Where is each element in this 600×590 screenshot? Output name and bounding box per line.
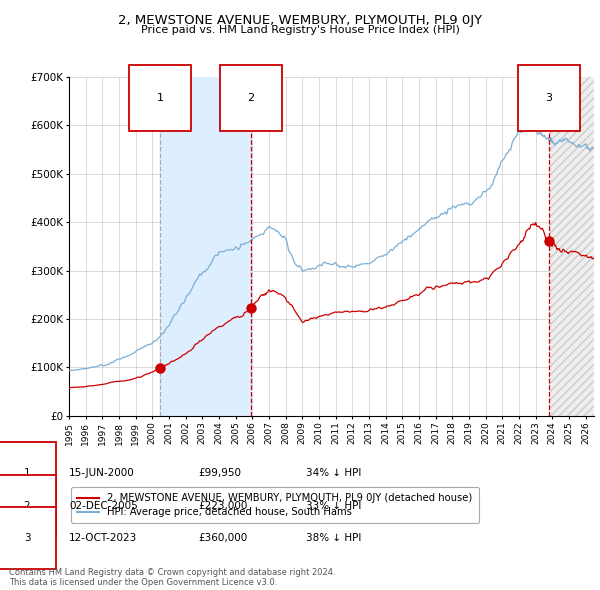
Text: 02-DEC-2005: 02-DEC-2005 bbox=[69, 501, 138, 510]
Legend: 2, MEWSTONE AVENUE, WEMBURY, PLYMOUTH, PL9 0JY (detached house), HPI: Average pr: 2, MEWSTONE AVENUE, WEMBURY, PLYMOUTH, P… bbox=[71, 487, 479, 523]
Text: 38% ↓ HPI: 38% ↓ HPI bbox=[306, 533, 361, 543]
Text: 3: 3 bbox=[23, 533, 31, 543]
Text: Contains HM Land Registry data © Crown copyright and database right 2024.
This d: Contains HM Land Registry data © Crown c… bbox=[9, 568, 335, 587]
Text: 33% ↓ HPI: 33% ↓ HPI bbox=[306, 501, 361, 510]
Bar bbox=[549, 77, 594, 416]
Text: 1: 1 bbox=[157, 93, 163, 103]
Text: 3: 3 bbox=[545, 93, 553, 103]
Text: £99,950: £99,950 bbox=[198, 468, 241, 478]
Bar bbox=[549, 77, 594, 416]
Text: £360,000: £360,000 bbox=[198, 533, 247, 543]
Text: 15-JUN-2000: 15-JUN-2000 bbox=[69, 468, 135, 478]
Bar bbox=[160, 77, 251, 416]
Text: Price paid vs. HM Land Registry's House Price Index (HPI): Price paid vs. HM Land Registry's House … bbox=[140, 25, 460, 35]
Text: 34% ↓ HPI: 34% ↓ HPI bbox=[306, 468, 361, 478]
Text: 1: 1 bbox=[23, 468, 31, 478]
Text: £223,000: £223,000 bbox=[198, 501, 247, 510]
Text: 2: 2 bbox=[247, 93, 254, 103]
Text: 12-OCT-2023: 12-OCT-2023 bbox=[69, 533, 137, 543]
Text: 2, MEWSTONE AVENUE, WEMBURY, PLYMOUTH, PL9 0JY: 2, MEWSTONE AVENUE, WEMBURY, PLYMOUTH, P… bbox=[118, 14, 482, 27]
Text: 2: 2 bbox=[23, 501, 31, 510]
